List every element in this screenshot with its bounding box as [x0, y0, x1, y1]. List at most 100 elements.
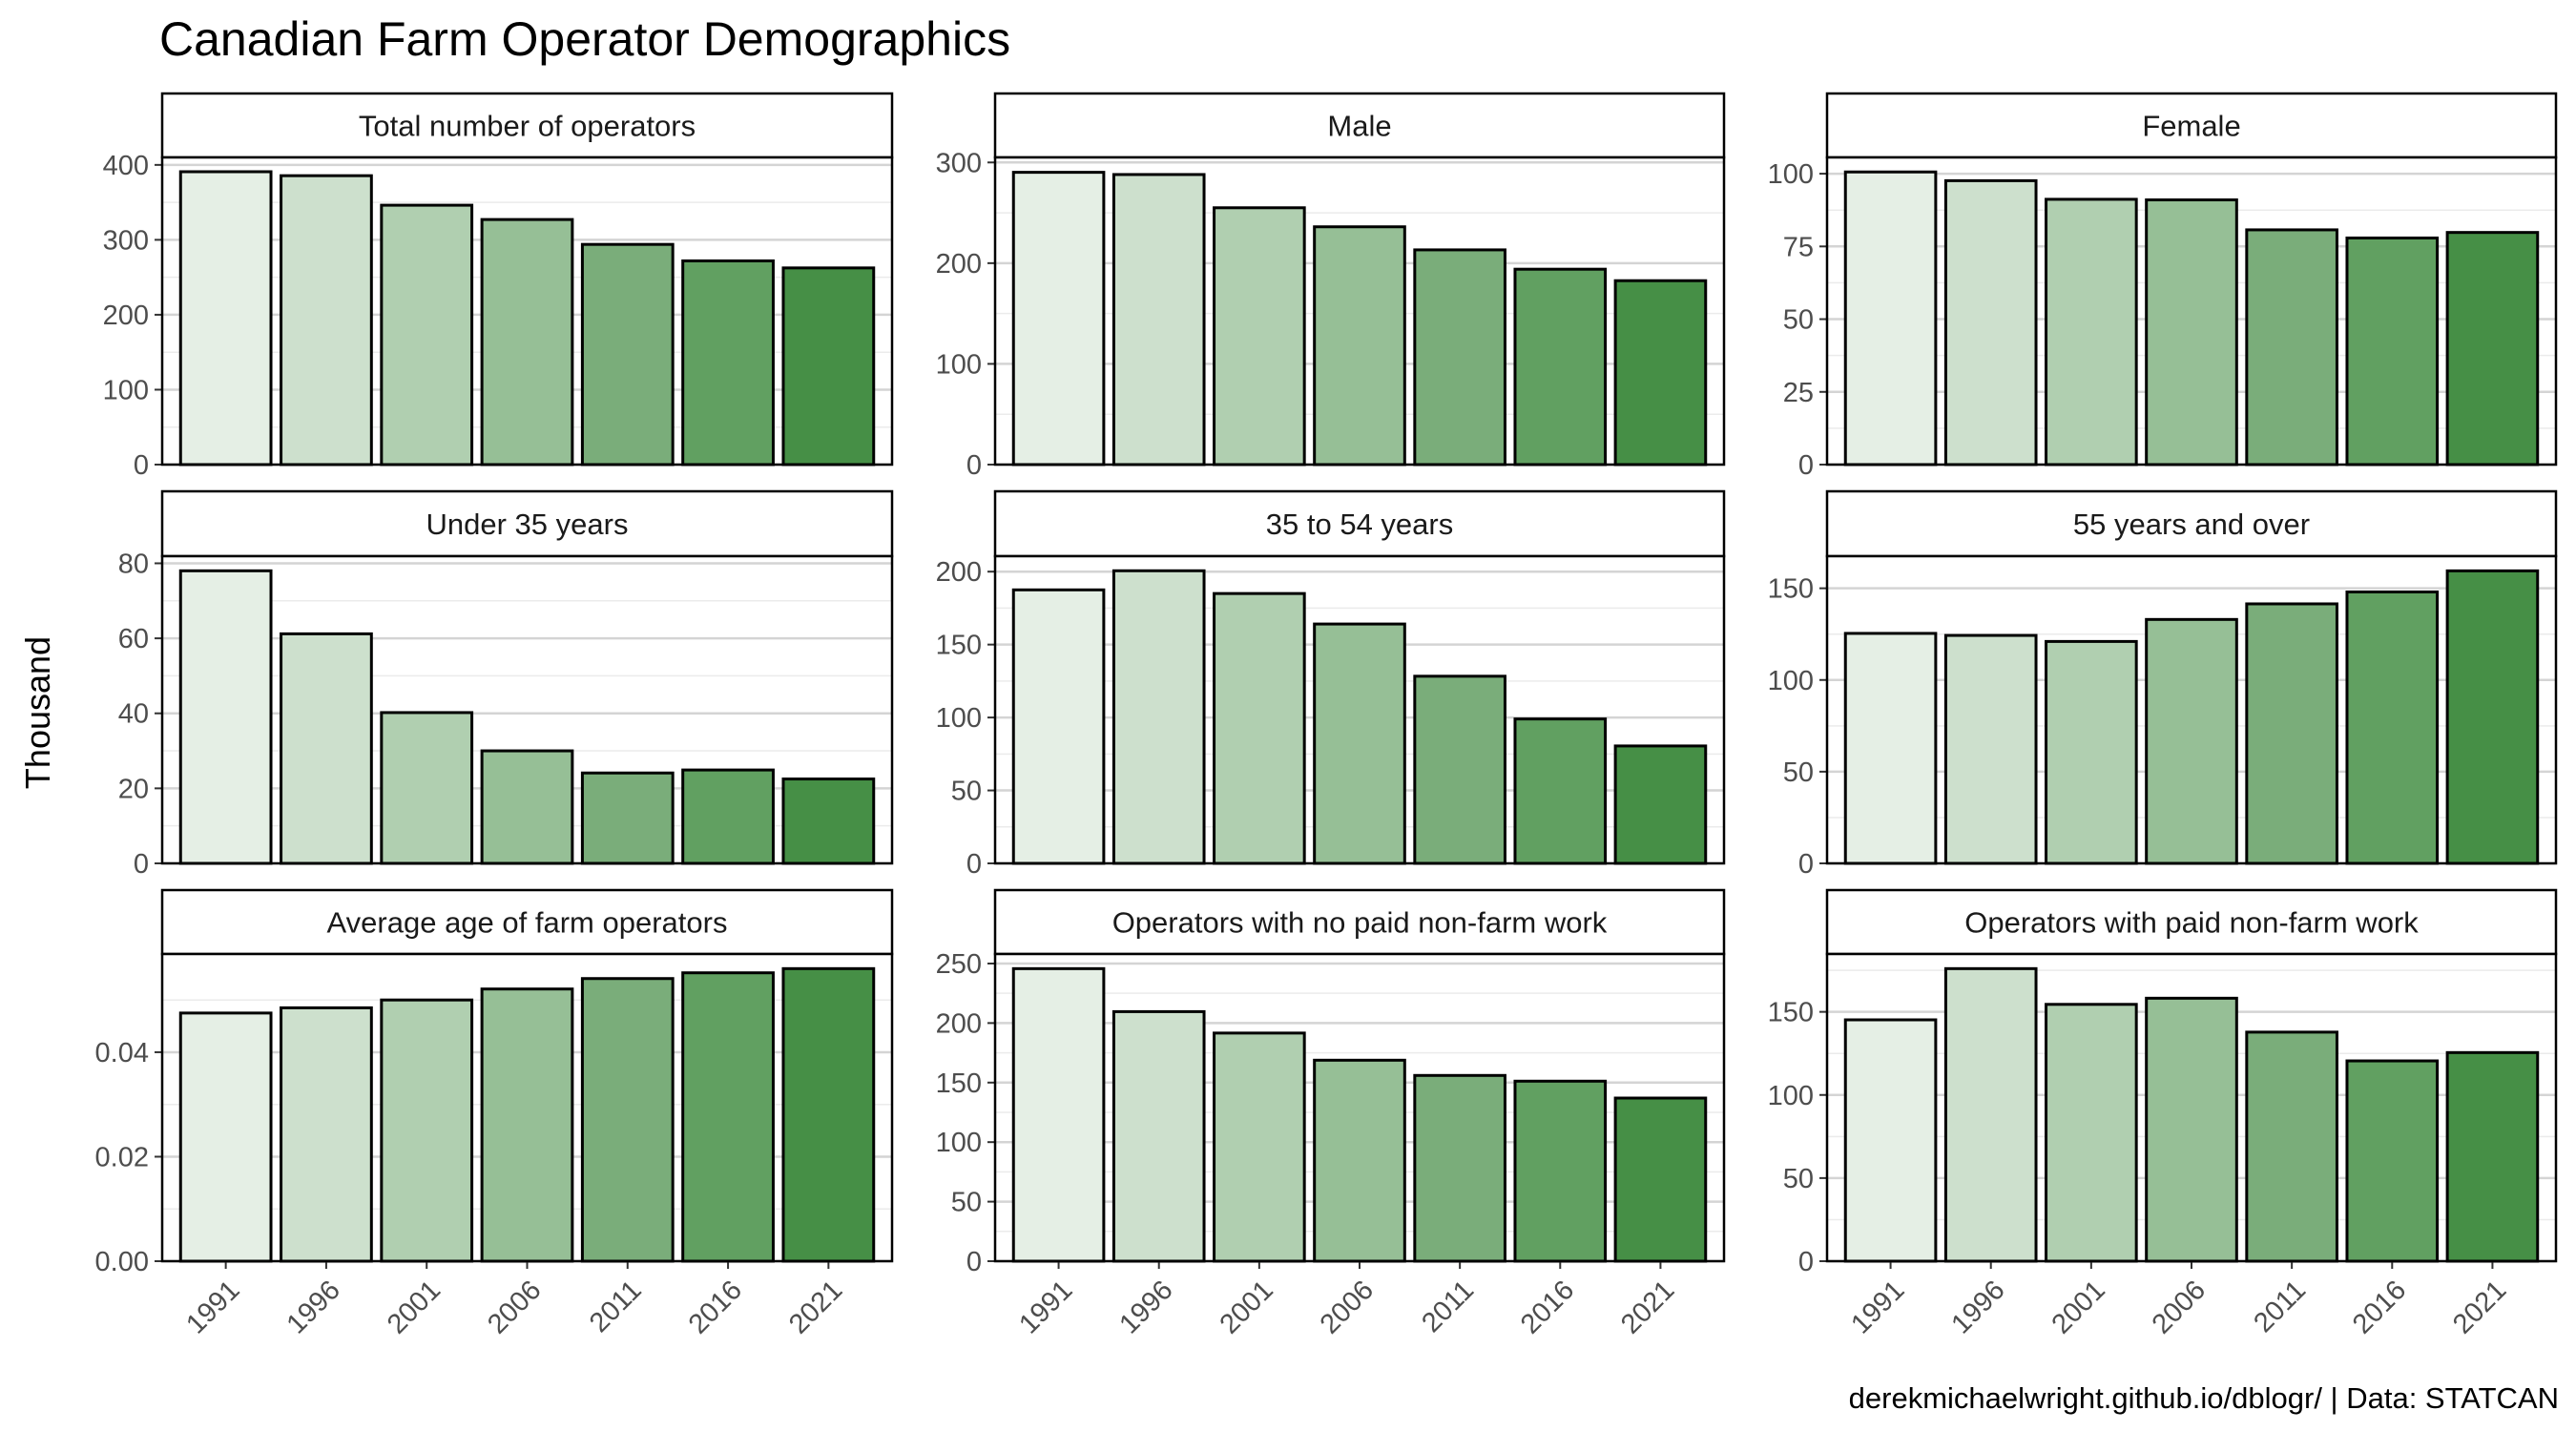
bar — [781, 966, 876, 1263]
y-tick-label: 50 — [1783, 757, 1814, 788]
bar — [2145, 617, 2238, 865]
y-tick-label: 50 — [951, 1188, 982, 1218]
y-tick-label: 150 — [1768, 574, 1814, 605]
bar — [380, 203, 474, 467]
y-tick-label: 0 — [1798, 849, 1814, 880]
x-tick-label: 1996 — [1945, 1275, 2010, 1339]
bar — [380, 711, 474, 865]
x-tick-label: 1991 — [180, 1275, 245, 1339]
x-tick-label: 2001 — [2046, 1275, 2111, 1339]
panel-strip — [1825, 92, 2558, 159]
y-tick-label: 0.02 — [95, 1142, 149, 1172]
bar — [178, 1011, 273, 1263]
panel-strip — [160, 92, 894, 159]
bar — [1513, 1079, 1608, 1263]
bar — [2345, 1059, 2440, 1263]
x-tick-label: 2016 — [2347, 1275, 2412, 1339]
bar — [1943, 633, 2038, 865]
panel-strip — [1825, 489, 2558, 558]
panel-title: 55 years and over — [2073, 508, 2310, 541]
bar — [681, 971, 775, 1263]
panel: Under 35 years 0 20 40 60 80 — [118, 489, 894, 880]
y-tick-label: 50 — [951, 777, 982, 807]
panel-title: Total number of operators — [359, 110, 696, 143]
y-tick-label: 50 — [1783, 305, 1814, 336]
bar — [2145, 198, 2238, 467]
y-tick-label: 150 — [936, 1068, 982, 1099]
panel-title: Operators with no paid non-farm work — [1112, 906, 1608, 940]
panel-strip — [160, 888, 894, 956]
bar — [1011, 966, 1106, 1263]
y-tick-label: 40 — [118, 699, 149, 730]
y-tick-label: 100 — [1768, 666, 1814, 696]
x-tick-label: 2006 — [2147, 1275, 2212, 1339]
bar — [2245, 602, 2338, 865]
panel-strip — [993, 888, 1726, 956]
y-tick-label: 0 — [966, 849, 982, 880]
y-tick-label: 0 — [1798, 1247, 1814, 1277]
bar — [2445, 231, 2540, 467]
bar — [1213, 1031, 1306, 1263]
y-tick-label: 200 — [936, 1008, 982, 1039]
bar — [1313, 1058, 1406, 1263]
panel: 55 years and over 0 50 100 150 — [1768, 489, 2558, 880]
bar — [1513, 267, 1608, 467]
panel-border — [160, 952, 894, 1263]
panel-border — [993, 156, 1726, 467]
panels: Total number of operators0100200300400Ma… — [95, 92, 2558, 1340]
panel: Operators with no paid non-farm work 0 50 1… — [936, 888, 1726, 1340]
bar — [480, 987, 574, 1263]
bar — [2345, 236, 2440, 467]
y-tick-label: 80 — [118, 549, 149, 579]
y-tick-label: 0 — [134, 849, 149, 880]
x-tick-label: 2021 — [1615, 1275, 1680, 1339]
y-tick-label: 0.00 — [95, 1247, 149, 1277]
y-tick-label: 100 — [1768, 1081, 1814, 1111]
y-tick-label: 50 — [1783, 1164, 1814, 1194]
bar — [178, 569, 273, 865]
bar — [1413, 674, 1506, 865]
y-tick-label: 150 — [1768, 998, 1814, 1028]
x-tick-label: 1996 — [281, 1275, 346, 1339]
bar — [580, 977, 675, 1263]
x-tick-label: 1996 — [1113, 1275, 1178, 1339]
bar — [280, 632, 373, 865]
bar — [380, 998, 474, 1263]
y-tick-label: 400 — [103, 151, 149, 181]
x-tick-label: 1991 — [1845, 1275, 1910, 1339]
bar — [580, 771, 675, 865]
bar — [2045, 197, 2138, 467]
bar — [280, 174, 373, 467]
y-tick-label: 200 — [936, 249, 982, 280]
panel-title: Average age of farm operators — [327, 906, 728, 940]
bar — [1943, 178, 2038, 467]
panel-title: Female — [2142, 110, 2240, 143]
x-tick-label: 2011 — [1416, 1275, 1480, 1338]
panel-border — [1825, 554, 2558, 865]
bar — [1213, 591, 1306, 865]
y-tick-label: 200 — [103, 301, 149, 331]
bar — [2145, 996, 2238, 1263]
bar — [1011, 171, 1106, 467]
panel-title: Male — [1327, 110, 1391, 143]
bar — [681, 768, 775, 865]
y-tick-label: 0 — [134, 450, 149, 481]
bar — [1111, 1009, 1206, 1263]
x-tick-label: 2016 — [1515, 1275, 1580, 1339]
bar — [1111, 173, 1206, 467]
bar — [681, 259, 775, 467]
y-tick-label: 20 — [118, 774, 149, 804]
y-tick-label: 200 — [936, 557, 982, 588]
bar — [2245, 228, 2338, 467]
panel-title: Operators with paid non-farm work — [1964, 906, 2419, 940]
panel: Operators with paid non-farm work 0 50 100 1… — [1768, 888, 2558, 1340]
panel-title: 35 to 54 years — [1266, 508, 1453, 541]
bar — [1613, 1096, 1708, 1263]
panel: Female 0 25 50 75 100 — [1768, 92, 2558, 481]
y-tick-label: 300 — [936, 148, 982, 178]
panel-border — [160, 554, 894, 865]
bar — [2045, 639, 2138, 865]
panel: Male 0 100 200 300 — [936, 92, 1726, 481]
y-tick-label: 100 — [936, 349, 982, 380]
bar — [2245, 1030, 2338, 1263]
